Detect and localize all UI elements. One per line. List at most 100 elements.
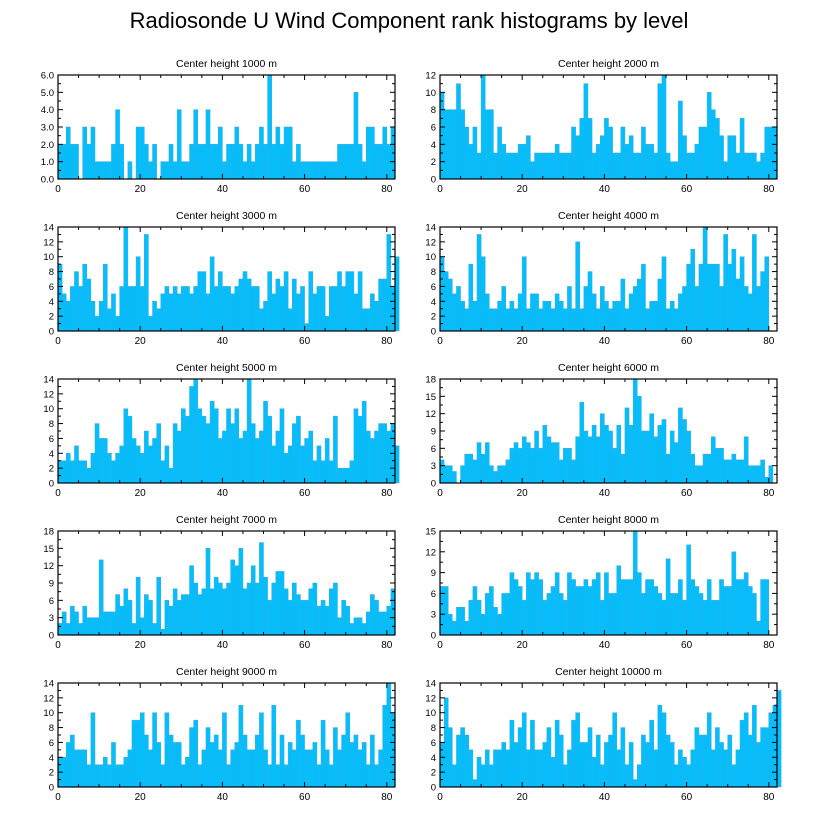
bar [160,764,166,788]
y-tick-label: 3 [431,461,436,472]
bar [127,415,133,484]
bar [374,764,379,788]
bar [600,764,605,788]
bar [382,278,388,332]
bar [271,705,277,788]
bar [554,293,560,332]
bar [201,144,207,180]
bar [65,126,71,180]
bar [119,286,125,332]
bar [472,126,478,180]
bar [530,719,535,788]
bar [148,445,153,484]
bar [201,415,207,484]
bar [637,572,642,636]
bar [349,460,355,484]
y-tick-label: 8 [49,419,54,430]
y-tick-label: 1.0 [41,157,54,168]
bar [690,579,696,636]
bar [201,588,207,636]
bar [727,586,733,636]
y-tick-label: 6 [431,123,436,134]
bar [550,308,556,332]
bar [82,460,88,484]
bar [538,308,543,332]
bar [452,764,457,788]
bar [193,582,198,636]
bar [349,144,355,180]
bar [127,286,133,332]
bar [484,442,490,484]
bar [197,408,203,484]
bar [509,719,515,788]
y-tick-label: 2.0 [41,140,54,151]
bar [678,407,683,484]
bar [632,779,638,788]
bar [657,424,663,484]
bar [567,448,572,484]
bar [164,600,170,636]
bar [587,586,593,636]
y-tick-label: 10 [43,404,54,415]
bar [238,705,244,788]
bar [176,742,182,788]
y-tick-label: 0 [49,631,54,642]
bar [530,448,535,484]
bar [637,278,642,332]
bar [115,315,120,332]
bar [743,712,749,788]
bar [349,623,355,636]
bar [756,286,761,332]
bar [690,453,696,484]
bar [489,109,494,180]
bar [678,100,683,180]
bar [669,161,675,180]
bar [222,430,227,484]
bar [501,465,507,484]
bar [743,152,749,180]
bar [234,742,240,788]
bar [608,593,613,636]
bar [119,445,125,484]
bar [678,749,683,788]
bar [698,126,704,180]
x-tick-label: 60 [299,184,311,195]
bar [628,293,634,332]
bar [608,126,613,180]
bar [341,600,346,636]
bar [468,263,474,332]
bar [731,453,737,484]
bar [579,742,585,788]
bar [501,593,507,636]
bar [505,308,511,332]
bar [604,742,609,788]
bar [649,413,654,484]
bar [135,576,141,636]
panel-title: Center height 2000 m [558,58,659,70]
bar [686,263,691,332]
bar [123,226,129,332]
bar [493,749,498,788]
y-tick-label: 2 [431,157,436,168]
bar [735,152,741,180]
bar [341,144,346,180]
bar [476,234,482,332]
bar [558,593,564,636]
bar [567,286,572,332]
bar [361,623,367,636]
bar [102,161,108,180]
bar [324,438,330,484]
bar [645,308,650,332]
bar [517,144,523,180]
bar [267,74,272,180]
bar [111,460,116,484]
bar [361,401,367,484]
bar [521,256,527,332]
y-tick-label: 6 [49,434,54,445]
bar [275,430,281,484]
bar [595,572,601,636]
bar [152,623,157,636]
bar [706,453,712,484]
bar [152,144,157,180]
y-tick-label: 10 [425,708,436,719]
